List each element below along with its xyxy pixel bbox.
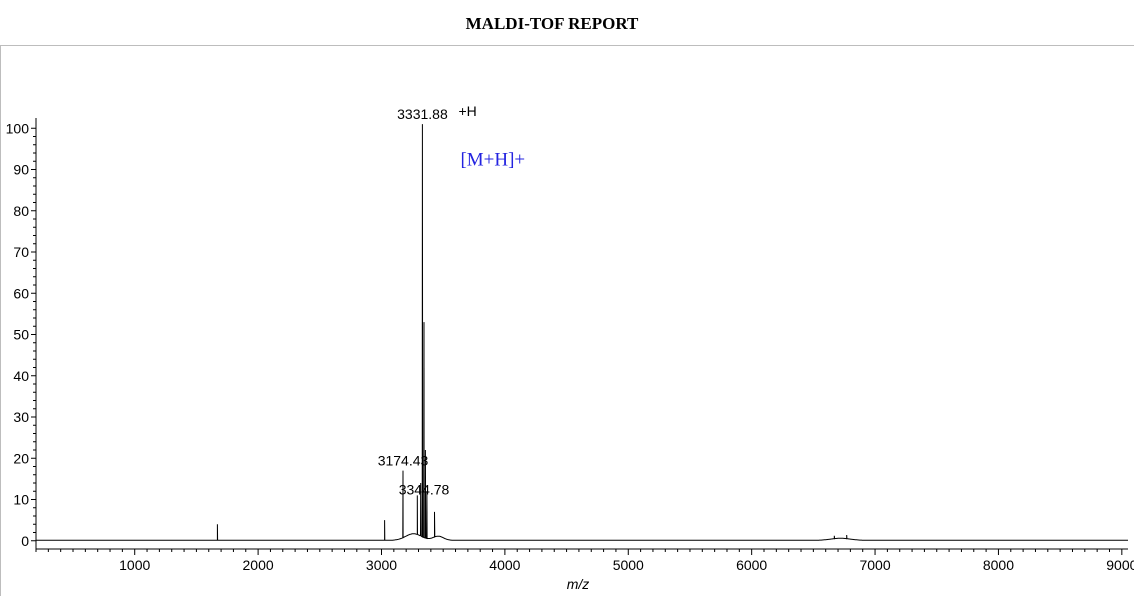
x-tick-label: 1000 [119, 557, 150, 573]
left-frame-line [0, 45, 1, 596]
x-tick-label: 9000 [1106, 557, 1134, 573]
peak-mass-label: 3331.88 [397, 106, 448, 122]
top-frame-line [0, 45, 1134, 46]
x-tick-label: 6000 [736, 557, 767, 573]
ion-species-label: [M+H]+ [460, 149, 525, 170]
y-tick-label: 50 [13, 327, 29, 343]
x-tick-label: 7000 [859, 557, 890, 573]
y-tick-label: 0 [21, 533, 29, 549]
x-tick-label: 4000 [489, 557, 520, 573]
y-tick-label: 60 [13, 285, 29, 301]
y-tick-label: 70 [13, 244, 29, 260]
x-tick-label: 5000 [613, 557, 644, 573]
y-tick-label: 80 [13, 203, 29, 219]
x-tick-label: 8000 [983, 557, 1014, 573]
adduct-label: +H [458, 103, 476, 119]
peak-annotations: 3331.88 3174.43 3344.78 +H [M+H]+ [378, 103, 525, 497]
spectrum-trace [36, 124, 1128, 541]
x-tick-label: 2000 [243, 557, 274, 573]
y-axis: 0 10 20 30 40 50 60 70 80 90 100 [6, 118, 37, 549]
y-tick-label: 10 [13, 492, 29, 508]
y-tick-label: 40 [13, 368, 29, 384]
x-tick-label: 3000 [366, 557, 397, 573]
y-tick-label: 100 [6, 120, 30, 136]
y-tick-label: 30 [13, 409, 29, 425]
x-axis-title: m/z [567, 576, 590, 592]
peak-mass-label: 3174.43 [378, 453, 429, 469]
x-axis: 1000 2000 3000 4000 5000 6000 7000 8000 9000 [35, 548, 1134, 573]
report-title: MALDI-TOF REPORT [465, 14, 639, 33]
y-tick-label: 20 [13, 450, 29, 466]
y-tick-label: 90 [13, 162, 29, 178]
peak-mass-label: 3344.78 [399, 482, 450, 498]
